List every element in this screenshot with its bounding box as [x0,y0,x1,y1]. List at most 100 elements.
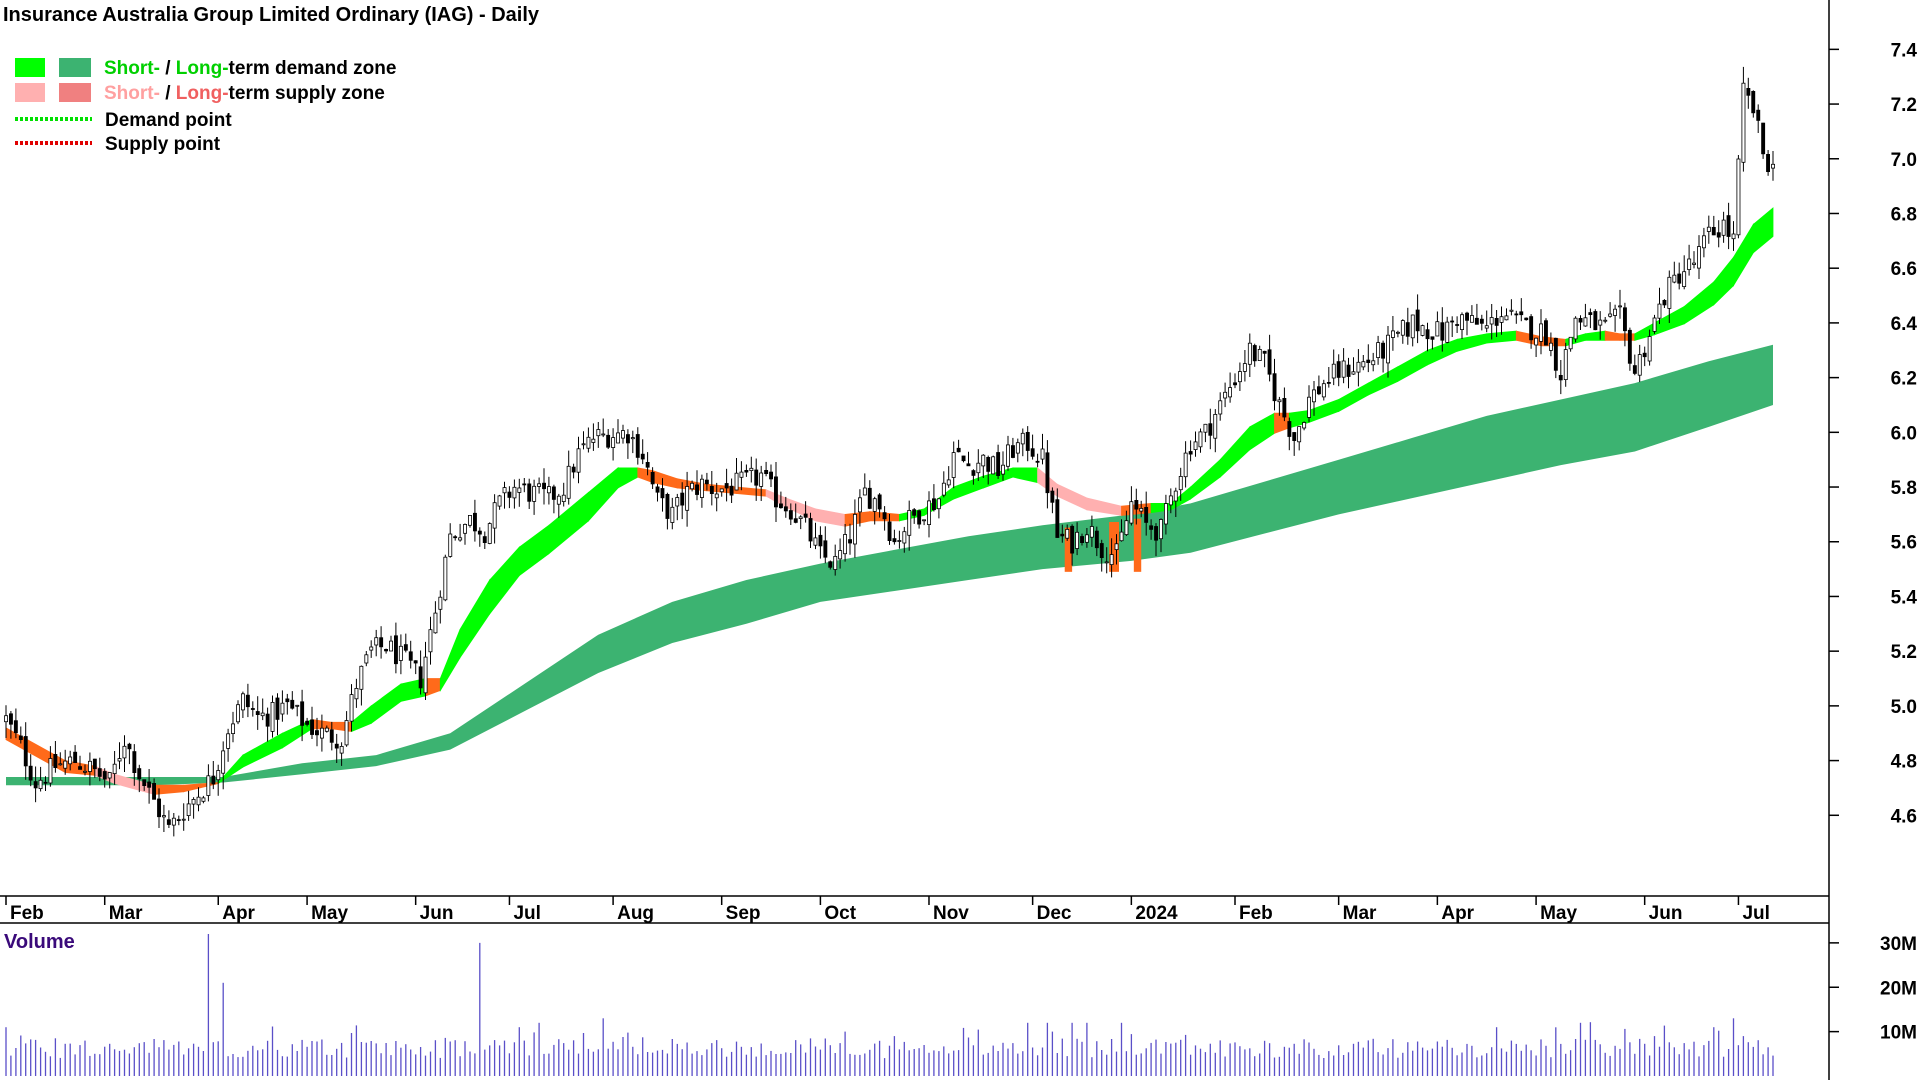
candle-body-310 [1534,337,1539,346]
candle-body-322 [1593,311,1598,331]
candle-body-42 [211,775,216,785]
candle-body-334 [1652,317,1657,332]
candle-body-104 [517,487,522,493]
candle-body-40 [201,797,206,802]
candle-body-139 [690,482,694,490]
candle-body-92 [458,537,463,541]
candle-body-18 [92,758,97,770]
candle-body-278 [1376,342,1381,359]
short-term-zone-segment-15 [439,629,461,692]
price-tick-label-14: 7.4 [1891,40,1918,61]
legend-demand-short: Short- [104,58,160,79]
candle-body-155 [769,471,773,480]
candle-body-339 [1677,273,1682,284]
candle-body-86 [428,629,433,653]
candle-body-143 [709,485,714,494]
candle-body-255 [1262,350,1267,354]
candle-body-47 [236,704,240,723]
price-tick-label-2: 5.0 [1891,697,1917,718]
legend-swatch-short-supply [15,83,45,102]
candle-body-242 [1198,431,1203,448]
candle-body-158 [783,506,788,512]
candle-body-93 [463,524,467,534]
short-term-zone-segment-38 [1056,483,1088,511]
candle-body-138 [685,486,690,511]
candle-body-261 [1292,432,1297,442]
month-tick-label-16: Jun [1649,903,1683,924]
candle-body-88 [438,596,443,610]
candle-body-19 [97,768,102,777]
candle-body-5 [28,765,33,781]
candle-body-244 [1208,423,1213,436]
candle-body-58 [290,699,295,709]
candle-body-136 [675,497,680,507]
candle-body-252 [1247,342,1252,365]
candle-body-98 [487,523,492,544]
candle-body-24 [122,745,127,759]
candle-body-89 [443,556,448,601]
price-tick-label-3: 5.2 [1891,642,1917,663]
candle-body-353 [1746,88,1751,96]
candle-body-59 [295,704,300,707]
candle-body-141 [700,478,704,498]
candle-body-208 [1030,448,1035,457]
candle-body-64 [319,727,324,739]
candle-body-147 [729,485,734,496]
short-term-zone-segment-46 [1274,412,1290,434]
short-term-zone-segment-34 [953,475,984,500]
short-term-zone-segment-22 [637,467,653,484]
candle-body-28 [142,779,147,787]
candle-body-297 [1470,315,1474,323]
candle-body-17 [88,760,92,772]
candle-body-226 [1119,531,1124,542]
candle-body-73 [364,654,369,664]
candle-body-289 [1430,336,1435,340]
candle-body-61 [305,720,310,725]
volume-title: Volume [4,931,75,953]
legend-demand-point: Demand point [105,110,232,131]
legend-swatch-short-demand [15,58,45,77]
candle-body-328 [1623,307,1627,332]
candle-body-203 [1006,444,1010,467]
candle-body-257 [1272,373,1277,402]
candle-body-301 [1489,317,1494,325]
candle-body-106 [527,483,532,502]
candle-body-271 [1341,360,1346,378]
legend-supply-point: Supply point [105,134,221,155]
candle-body-10 [53,754,58,769]
candle-body-151 [749,467,754,471]
candle-body-206 [1020,432,1025,445]
candle-body-174 [862,487,867,496]
candle-body-302 [1494,317,1499,326]
candle-body-37 [186,803,191,817]
candle-body-57 [285,698,290,703]
candle-body-60 [300,701,305,726]
legend-supply-rest: term supply zone [229,83,385,104]
volume-bars [5,934,1774,1076]
candle-body-70 [349,694,354,722]
candle-body-135 [670,506,675,523]
short-term-zone-segment-39 [1086,497,1122,516]
candle-body-319 [1578,317,1583,323]
month-tick-label-10: Dec [1037,903,1072,924]
candle-body-248 [1228,387,1232,398]
candle-body-204 [1011,445,1015,458]
long-term-zone-band [6,344,1773,786]
candle-body-116 [576,448,581,473]
candle-body-111 [551,486,556,500]
candle-body-270 [1336,361,1341,378]
candle-body-230 [1139,507,1144,512]
candle-body-87 [433,612,438,634]
legend-swatch-long-supply [59,83,91,102]
candle-body-144 [714,493,719,499]
candle-body-184 [912,509,917,516]
candle-body-74 [369,646,374,651]
short-term-zone-segment-30 [844,511,871,527]
candle-body-96 [477,530,482,535]
volume-tick-label-1: 20M [1880,978,1917,999]
price-axis-ticks: 4.6 4.8 5.0 5.2 5.4 5.6 5.8 6.0 6.2 6.4 6.6 6.8 7.0 7… [1829,40,1917,827]
candle-body-180 [892,538,897,543]
month-tick-label-1: Mar [109,903,143,924]
candle-body-109 [542,482,546,490]
candle-body-274 [1356,361,1361,373]
